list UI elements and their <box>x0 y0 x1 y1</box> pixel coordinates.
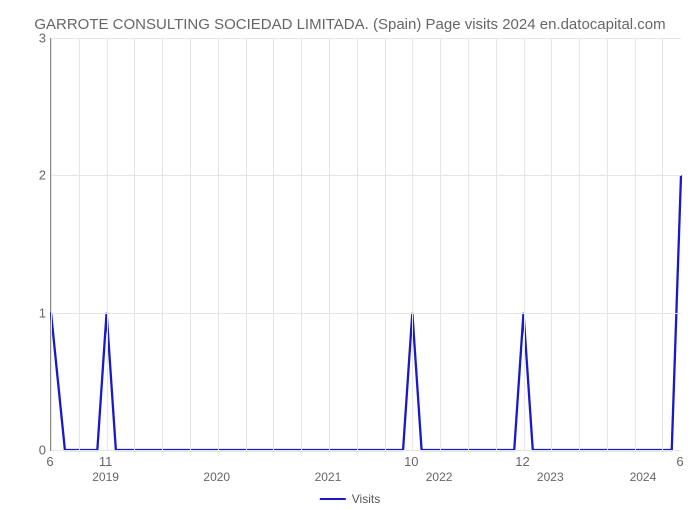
gridline-vertical <box>51 38 52 450</box>
y-tick-label: 2 <box>30 168 46 183</box>
gridline-vertical <box>329 38 330 450</box>
line-series <box>51 38 681 450</box>
gridline-vertical <box>468 38 469 450</box>
gridline-vertical <box>635 38 636 450</box>
gridline-vertical <box>496 38 497 450</box>
gridline-vertical <box>190 38 191 450</box>
year-label: 2024 <box>630 470 657 484</box>
y-tick-label: 0 <box>30 443 46 458</box>
x-tick-label: 11 <box>99 454 113 469</box>
gridline-horizontal <box>51 313 681 314</box>
year-label: 2021 <box>315 470 342 484</box>
x-tick-label: 6 <box>46 454 53 469</box>
year-label: 2020 <box>203 470 230 484</box>
x-tick-label: 12 <box>515 454 529 469</box>
gridline-vertical <box>246 38 247 450</box>
gridline-vertical <box>662 38 663 450</box>
gridline-vertical <box>218 38 219 450</box>
gridline-vertical <box>385 38 386 450</box>
y-tick-label: 1 <box>30 305 46 320</box>
y-tick-label: 3 <box>30 31 46 46</box>
gridline-vertical <box>79 38 80 450</box>
gridline-vertical <box>107 38 108 450</box>
gridline-vertical <box>357 38 358 450</box>
gridline-horizontal <box>51 175 681 176</box>
gridline-vertical <box>134 38 135 450</box>
gridline-vertical <box>273 38 274 450</box>
gridline-vertical <box>579 38 580 450</box>
year-label: 2019 <box>92 470 119 484</box>
year-label: 2023 <box>537 470 564 484</box>
chart-title: GARROTE CONSULTING SOCIEDAD LIMITADA. (S… <box>0 10 700 33</box>
gridline-vertical <box>162 38 163 450</box>
gridline-vertical <box>524 38 525 450</box>
gridline-vertical <box>551 38 552 450</box>
year-label: 2022 <box>426 470 453 484</box>
x-tick-label: 10 <box>404 454 418 469</box>
gridline-horizontal <box>51 450 681 451</box>
gridline-vertical <box>440 38 441 450</box>
gridline-vertical <box>412 38 413 450</box>
gridline-horizontal <box>51 38 681 39</box>
plot-area <box>50 38 681 451</box>
x-tick-label: 6 <box>676 454 683 469</box>
legend-label: Visits <box>352 492 380 506</box>
gridline-vertical <box>301 38 302 450</box>
gridline-vertical <box>607 38 608 450</box>
legend: Visits <box>320 492 380 506</box>
